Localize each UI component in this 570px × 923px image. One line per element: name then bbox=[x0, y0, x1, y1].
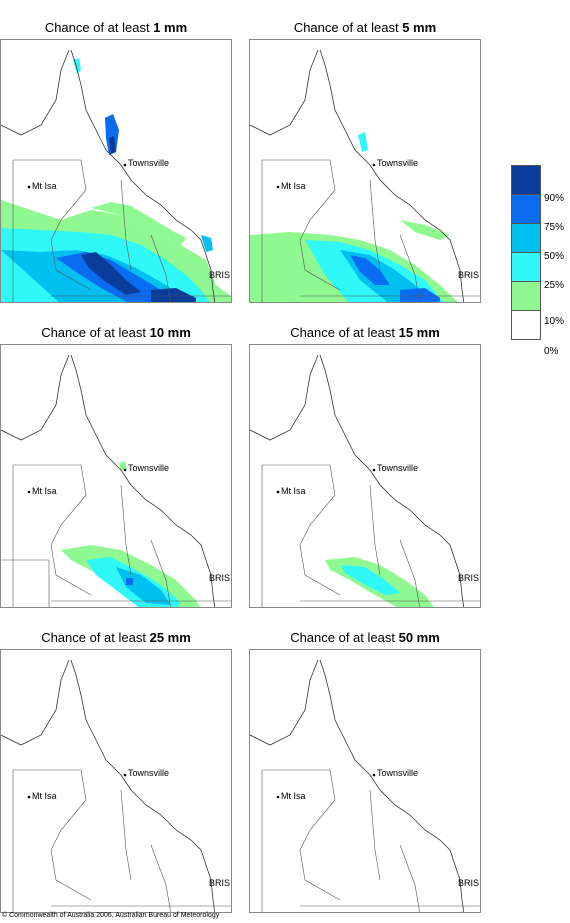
coastline bbox=[319, 659, 465, 912]
coastline bbox=[70, 659, 216, 912]
panel-title-50mm: Chance of at least 50 mm bbox=[290, 630, 440, 645]
west-coast bbox=[1, 659, 70, 746]
coastline bbox=[319, 49, 465, 302]
label-townsville: Townsville bbox=[377, 768, 419, 778]
label-bris: BRIS bbox=[458, 270, 480, 280]
townsville-dot bbox=[123, 773, 127, 777]
townsville-dot bbox=[372, 773, 376, 777]
coast-patch-cairns-core bbox=[109, 136, 116, 154]
panel-title-25mm: Chance of at least 25 mm bbox=[41, 630, 191, 645]
copyright-notice: © Commonwealth of Australia 2006, Austra… bbox=[2, 912, 220, 919]
legend-label-50: 50% bbox=[544, 251, 565, 262]
panel-title-15mm: Chance of at least 15 mm bbox=[290, 325, 440, 340]
west-coast bbox=[250, 354, 319, 441]
band-75pct-south bbox=[400, 288, 440, 302]
coast-patch bbox=[358, 132, 368, 152]
legend-swatch-50 bbox=[511, 223, 541, 253]
legend-label-10: 10% bbox=[544, 316, 565, 327]
map-50mm: Townsville Mt Isa BRIS bbox=[249, 649, 481, 913]
band-75pct-spot bbox=[126, 578, 133, 585]
legend: 90% 75% 50% 25% 10% 0% bbox=[511, 165, 564, 357]
band-25pct bbox=[340, 565, 400, 595]
map-5mm: Townsville Mt Isa BRIS bbox=[249, 39, 481, 303]
legend-swatch-25 bbox=[511, 252, 541, 282]
label-mt-isa: Mt Isa bbox=[32, 791, 57, 801]
coast-patch-cairns bbox=[105, 114, 119, 155]
townsville-dot bbox=[372, 163, 376, 167]
label-bris: BRIS bbox=[209, 878, 231, 888]
label-townsville: Townsville bbox=[128, 768, 170, 778]
map-15mm: Townsville Mt Isa BRIS bbox=[249, 344, 481, 608]
map-1mm: Townsville Mt Isa BRIS bbox=[0, 39, 232, 303]
legend-label-90: 90% bbox=[544, 193, 565, 204]
west-coast bbox=[1, 49, 70, 136]
legend-label-0: 0% bbox=[544, 346, 559, 357]
probability-map-25mm bbox=[1, 659, 231, 912]
mt-isa-dot bbox=[276, 490, 280, 494]
panel-title-1mm: Chance of at least 1 mm bbox=[44, 20, 188, 35]
label-townsville: Townsville bbox=[377, 463, 419, 473]
band-90pct bbox=[81, 252, 141, 295]
legend-swatch-10 bbox=[511, 281, 541, 311]
west-coast bbox=[250, 49, 319, 136]
state-border bbox=[261, 464, 480, 607]
townsville-dot bbox=[372, 468, 376, 472]
probability-map-15mm bbox=[250, 354, 480, 607]
state-border bbox=[12, 769, 231, 912]
label-mt-isa: Mt Isa bbox=[32, 486, 57, 496]
mt-isa-dot bbox=[27, 185, 31, 189]
map-25mm: Townsville Mt Isa BRIS bbox=[0, 649, 232, 913]
probability-map-1mm bbox=[1, 49, 231, 302]
label-bris: BRIS bbox=[458, 878, 480, 888]
label-mt-isa: Mt Isa bbox=[281, 791, 306, 801]
label-bris: BRIS bbox=[209, 573, 231, 583]
band-50pct bbox=[116, 567, 171, 605]
state-border bbox=[12, 159, 231, 302]
label-townsville: Townsville bbox=[377, 158, 419, 168]
probability-map-5mm bbox=[250, 49, 480, 302]
west-coast bbox=[1, 354, 70, 441]
panel-title-10mm: Chance of at least 10 mm bbox=[41, 325, 191, 340]
legend-label-75: 75% bbox=[544, 222, 565, 233]
west-coast bbox=[250, 659, 319, 746]
state-border bbox=[261, 769, 480, 912]
legend-label-25: 25% bbox=[544, 280, 565, 291]
coastline bbox=[319, 354, 465, 607]
coast-patch-mackay bbox=[201, 235, 213, 252]
state-border bbox=[1, 464, 231, 607]
band-90pct-south bbox=[151, 288, 196, 302]
band-10pct-north bbox=[400, 220, 450, 240]
band-10pct-north bbox=[91, 202, 186, 245]
band-75pct bbox=[350, 255, 390, 285]
mt-isa-dot bbox=[27, 795, 31, 799]
state-border bbox=[261, 159, 480, 302]
coastline bbox=[70, 49, 216, 302]
legend-swatch-0 bbox=[511, 310, 541, 340]
probability-map-50mm bbox=[250, 659, 480, 912]
map-10mm: Townsville Mt Isa BRIS bbox=[0, 344, 232, 608]
coast-patch bbox=[119, 461, 127, 471]
mt-isa-dot bbox=[27, 490, 31, 494]
legend-swatch-75 bbox=[511, 194, 541, 224]
label-mt-isa: Mt Isa bbox=[281, 181, 306, 191]
townsville-dot bbox=[123, 468, 127, 472]
label-townsville: Townsville bbox=[128, 463, 170, 473]
label-mt-isa: Mt Isa bbox=[32, 181, 57, 191]
label-townsville: Townsville bbox=[128, 158, 170, 168]
label-mt-isa: Mt Isa bbox=[281, 486, 306, 496]
mt-isa-dot bbox=[276, 185, 280, 189]
label-bris: BRIS bbox=[458, 573, 480, 583]
probability-map-10mm bbox=[1, 354, 231, 607]
legend-swatch-90 bbox=[511, 165, 541, 195]
mt-isa-dot bbox=[276, 795, 280, 799]
label-bris: BRIS bbox=[209, 270, 231, 280]
townsville-dot bbox=[123, 163, 127, 167]
coastline bbox=[70, 354, 216, 607]
panel-title-5mm: Chance of at least 5 mm bbox=[293, 20, 437, 35]
